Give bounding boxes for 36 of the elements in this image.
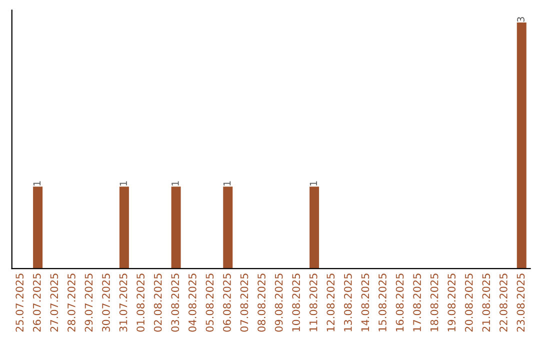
x-tick-label: 21.08.2025	[482, 274, 490, 332]
data-label: 3	[517, 17, 524, 22]
x-tick-label: 02.08.2025	[154, 274, 162, 332]
x-tick-label: 26.07.2025	[32, 274, 41, 332]
x-tick-label: 07.08.2025	[240, 274, 248, 332]
x-tick-label: 19.08.2025	[448, 274, 456, 332]
x-tick-label: 25.07.2025	[16, 274, 24, 332]
data-label: 1	[120, 181, 127, 186]
x-tick-label: 18.08.2025	[430, 274, 438, 332]
x-tick-label: 16.08.2025	[396, 274, 404, 332]
data-label: 1	[172, 181, 179, 186]
x-tick-label: 03.08.2025	[171, 274, 180, 332]
x-tick-label: 14.08.2025	[361, 274, 370, 332]
x-tick-label: 12.08.2025	[326, 274, 335, 332]
x-tick-label: 10.08.2025	[292, 274, 300, 332]
x-tick-label: 20.08.2025	[464, 274, 473, 332]
x-tick-label: 11.08.2025	[309, 274, 318, 332]
x-tick-label: 04.08.2025	[188, 274, 196, 332]
x-tick-label: 29.07.2025	[84, 274, 93, 332]
x-tick-label: 13.08.2025	[344, 274, 352, 332]
x-tick-label: 31.07.2025	[119, 274, 128, 332]
x-tick-label: 27.07.2025	[50, 274, 58, 332]
data-label: 1	[310, 181, 317, 186]
x-tick-label: 15.08.2025	[378, 274, 386, 332]
x-tick-label: 17.08.2025	[413, 274, 421, 332]
x-tick-label: 22.08.2025	[500, 274, 508, 332]
x-tick-label: 05.08.2025	[206, 274, 214, 332]
x-tick-label: 06.08.2025	[223, 274, 231, 332]
x-tick-label: 30.07.2025	[102, 274, 110, 332]
x-tick-label: 01.08.2025	[136, 274, 144, 332]
data-label: 1	[33, 181, 40, 186]
x-tick-label: 08.08.2025	[258, 274, 266, 332]
x-tick-label: 28.07.2025	[68, 274, 76, 332]
x-tick-label: 23.08.2025	[516, 274, 525, 332]
data-label: 1	[223, 181, 231, 186]
x-tick-label: 09.08.2025	[274, 274, 283, 332]
